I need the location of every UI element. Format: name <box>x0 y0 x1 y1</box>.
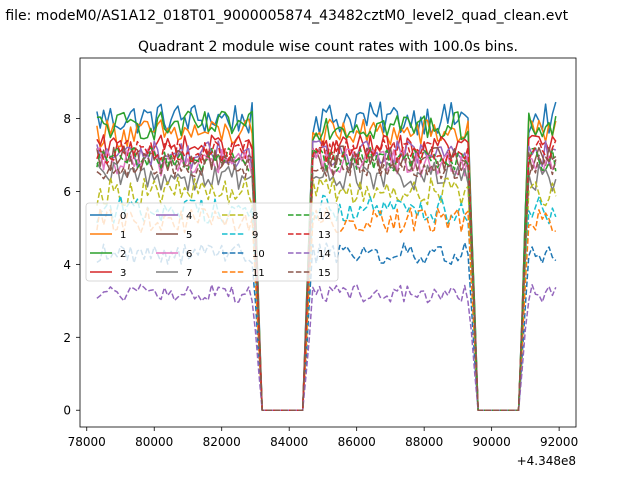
series-line-8 <box>96 176 557 411</box>
legend-label-7: 7 <box>186 268 192 279</box>
y-tick-label: 4 <box>63 258 71 272</box>
y-tick-label: 6 <box>63 185 71 199</box>
x-tick-label: 92000 <box>540 435 578 449</box>
legend-label-13: 13 <box>318 230 331 241</box>
legend-label-9: 9 <box>252 230 258 241</box>
x-tick-label: 90000 <box>473 435 511 449</box>
legend-label-0: 0 <box>120 211 126 222</box>
y-tick-label: 0 <box>63 404 71 418</box>
x-tick-label: 84000 <box>270 435 308 449</box>
chart-title: Quadrant 2 module wise count rates with … <box>138 39 518 55</box>
x-axis: 78000 80000 82000 84000 86000 88000 90000 92000 <box>68 427 578 449</box>
legend-label-12: 12 <box>318 211 331 222</box>
legend-label-14: 14 <box>318 249 331 260</box>
legend-label-5: 5 <box>186 230 192 241</box>
legend-label-10: 10 <box>252 249 265 260</box>
x-tick-label: 80000 <box>135 435 173 449</box>
figure-suptitle: n file: modeM0/AS1A12_018T01_9000005874_… <box>0 8 569 24</box>
legend-label-4: 4 <box>186 211 192 222</box>
legend-label-15: 15 <box>318 268 331 279</box>
x-tick-label: 78000 <box>68 435 106 449</box>
legend-label-6: 6 <box>186 249 192 260</box>
legend-frame <box>85 202 339 282</box>
legend-label-8: 8 <box>252 211 258 222</box>
legend-label-11: 11 <box>252 268 265 279</box>
y-tick-label: 8 <box>63 112 71 126</box>
x-tick-label: 82000 <box>203 435 241 449</box>
plot-frame <box>79 57 577 428</box>
x-offset-label: +4.348e8 <box>517 454 576 468</box>
x-tick-label: 88000 <box>405 435 443 449</box>
series-line-12 <box>96 145 557 411</box>
legend-label-1: 1 <box>120 230 126 241</box>
x-tick-label: 86000 <box>338 435 376 449</box>
y-axis: 0 2 4 6 8 <box>63 112 80 418</box>
legend-label-2: 2 <box>120 249 126 260</box>
series-line-15 <box>96 152 557 411</box>
legend-label-3: 3 <box>120 268 126 279</box>
y-tick-label: 2 <box>63 331 71 345</box>
